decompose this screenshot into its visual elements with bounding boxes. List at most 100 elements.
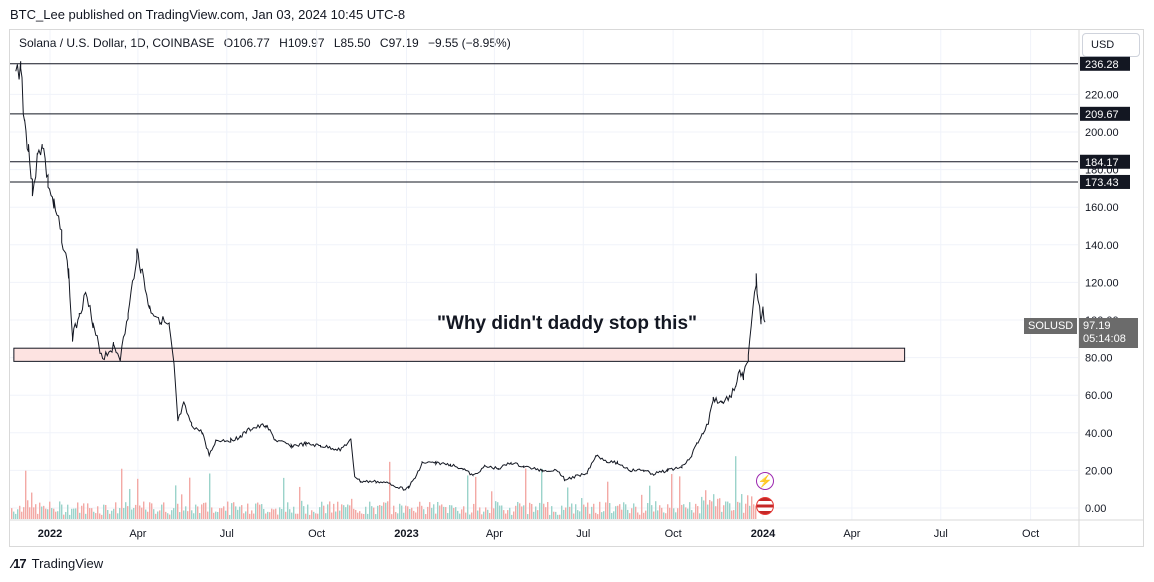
volume-bar	[213, 512, 215, 519]
volume-bar	[451, 505, 453, 519]
volume-bar	[341, 504, 343, 519]
demand-zone	[13, 347, 906, 362]
volume-bar	[289, 509, 291, 519]
x-tick-label: Oct	[308, 528, 325, 540]
volume-bar	[79, 512, 81, 519]
volume-bar	[263, 508, 265, 519]
volume-bar	[61, 504, 63, 519]
volume-bar	[253, 513, 255, 519]
volume-bar	[535, 506, 537, 519]
volume-bar	[613, 511, 615, 519]
volume-bar	[455, 507, 457, 519]
volume-bar	[227, 501, 229, 519]
volume-bar	[653, 511, 655, 519]
volume-bar	[169, 514, 171, 519]
volume-bar	[585, 506, 587, 519]
volume-bar	[657, 510, 659, 519]
volume-bar	[453, 507, 455, 519]
volume-bar	[353, 508, 355, 519]
volume-bar	[581, 498, 583, 519]
volume-bar	[415, 512, 417, 519]
volume-bar	[637, 512, 639, 519]
volume-bar	[223, 506, 225, 519]
x-tick-label: Jul	[934, 528, 948, 540]
footer-brand[interactable]: ⁄17 TradingView	[12, 556, 103, 571]
volume-bar	[609, 503, 611, 519]
volume-bar	[401, 505, 403, 519]
volume-bar	[243, 513, 245, 519]
volume-bar	[125, 502, 127, 519]
volume-bar	[599, 501, 601, 519]
volume-bar	[319, 507, 321, 519]
volume-bar	[317, 513, 319, 519]
volume-bar	[561, 505, 563, 519]
volume-bar	[447, 513, 449, 519]
volume-bar	[469, 514, 471, 519]
volume-bar	[431, 507, 433, 519]
volume-bar	[573, 513, 575, 519]
lightning-event-icon[interactable]: ⚡	[756, 472, 774, 490]
volume-bar	[543, 503, 545, 519]
volume-bar	[149, 502, 151, 519]
volume-bar	[463, 506, 465, 519]
volume-bar	[625, 504, 627, 519]
volume-bar	[283, 477, 285, 519]
volume-bar	[273, 509, 275, 519]
volume-bar	[517, 501, 519, 519]
volume-bar	[199, 513, 201, 519]
volume-bar	[587, 502, 589, 519]
last-price: 97.19	[1083, 320, 1111, 332]
volume-bar	[261, 504, 263, 519]
volume-bar	[623, 502, 625, 519]
y-tick-label: 220.00	[1085, 89, 1119, 101]
volume-bar	[493, 508, 495, 519]
volume-bar	[553, 511, 555, 519]
us-flag-event-icon[interactable]	[756, 497, 774, 515]
currency-button[interactable]: USD	[1082, 33, 1140, 57]
volume-bar	[311, 510, 313, 519]
volume-bar	[515, 505, 517, 519]
volume-bar	[429, 502, 431, 519]
volume-bar	[717, 498, 719, 519]
volume-bar	[729, 503, 731, 519]
volume-bar	[389, 461, 391, 519]
volume-bar	[77, 502, 79, 519]
volume-bar	[307, 504, 309, 519]
volume-bar	[537, 510, 539, 519]
price-line	[15, 61, 766, 491]
volume-bar	[219, 508, 221, 519]
volume-bar	[57, 511, 59, 519]
volume-bar	[231, 503, 233, 519]
volume-bar	[427, 506, 429, 519]
volume-bar	[203, 502, 205, 519]
volume-bar	[371, 506, 373, 519]
volume-bar	[221, 508, 223, 519]
volume-bar	[507, 510, 509, 519]
volume-bar	[571, 503, 573, 519]
volume-bar	[315, 513, 317, 519]
volume-bar	[485, 507, 487, 519]
volume-bar	[679, 476, 681, 519]
volume-bar	[403, 512, 405, 519]
volume-bar	[525, 468, 527, 519]
volume-bar	[133, 507, 135, 519]
volume-bar	[673, 508, 675, 519]
volume-bar	[721, 511, 723, 519]
volume-bar	[53, 508, 55, 519]
level-tag-text: 173.43	[1085, 177, 1119, 189]
volume-bar	[21, 511, 23, 519]
x-tick-label: 2023	[394, 528, 418, 540]
volume-bar	[309, 514, 311, 519]
volume-bar	[235, 506, 237, 519]
volume-bar	[567, 487, 569, 519]
volume-bar	[367, 513, 369, 519]
volume-bar	[359, 511, 361, 519]
volume-bar	[141, 507, 143, 519]
volume-bar	[151, 503, 153, 519]
volume-bar	[145, 509, 147, 519]
volume-bar	[185, 506, 187, 519]
volume-bar	[521, 506, 523, 519]
volume-bar	[661, 507, 663, 519]
volume-bar	[167, 513, 169, 519]
